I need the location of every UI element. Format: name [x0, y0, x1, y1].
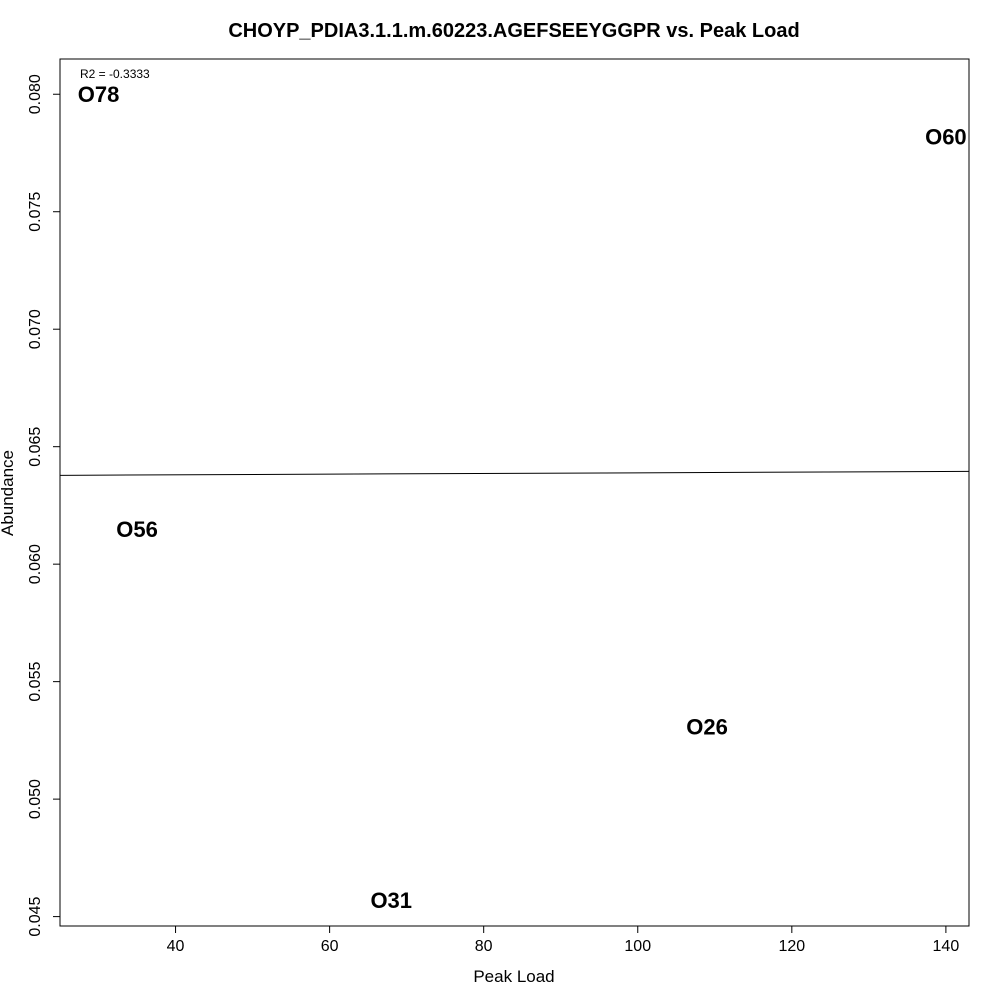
point-label-o60: O60 — [925, 125, 967, 150]
x-tick-label: 40 — [167, 938, 185, 955]
y-tick-label: 0.075 — [27, 192, 44, 232]
y-tick-label: 0.070 — [27, 309, 44, 349]
y-tick-label: 0.055 — [27, 662, 44, 702]
regression-line — [59, 470, 970, 476]
x-tick-label: 100 — [624, 938, 651, 955]
x-tick-label: 80 — [475, 938, 493, 955]
y-axis: 0.045 0.050 0.055 0.060 0.065 0.070 0.075 0.080 — [27, 74, 60, 937]
y-axis-label: Abundance — [0, 450, 17, 536]
x-axis: 40 60 80 100 120 140 — [167, 926, 960, 955]
y-tick-label: 0.080 — [27, 74, 44, 114]
point-label-o78: O78 — [78, 82, 120, 107]
x-tick-label: 60 — [321, 938, 339, 955]
y-tick-label: 0.060 — [27, 544, 44, 584]
point-label-o56: O56 — [116, 517, 158, 542]
y-tick-label: 0.050 — [27, 779, 44, 819]
point-label-o31: O31 — [370, 888, 412, 913]
x-tick-label: 140 — [933, 938, 960, 955]
x-axis-label: Peak Load — [473, 967, 554, 986]
plot-frame — [59, 58, 970, 927]
point-label-o26: O26 — [686, 714, 728, 739]
chart-title: CHOYP_PDIA3.1.1.m.60223.AGEFSEEYGGPR vs.… — [228, 20, 799, 42]
y-tick-label: 0.045 — [27, 896, 44, 936]
x-tick-label: 120 — [778, 938, 805, 955]
r2-annotation: R2 = -0.3333 — [80, 67, 150, 81]
point-labels: O78 O60 O56 O26 O31 — [78, 82, 967, 913]
y-tick-label: 0.065 — [27, 427, 44, 467]
